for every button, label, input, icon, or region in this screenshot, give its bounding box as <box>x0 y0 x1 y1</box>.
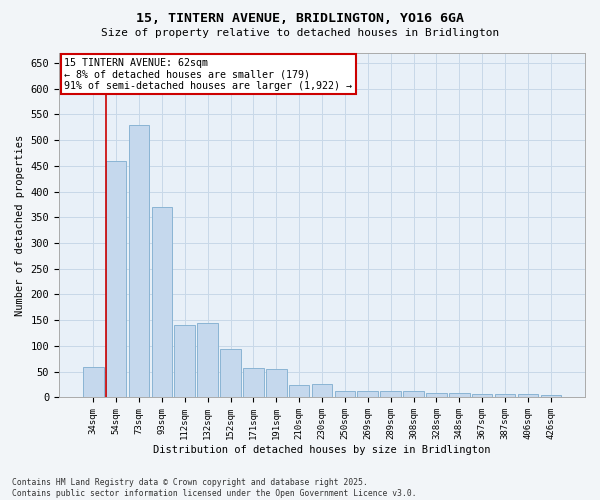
Bar <box>518 394 538 398</box>
Bar <box>152 207 172 398</box>
Bar <box>106 160 127 398</box>
Bar <box>220 348 241 398</box>
Bar <box>449 394 470 398</box>
Bar <box>380 391 401 398</box>
Bar <box>358 392 378 398</box>
X-axis label: Distribution of detached houses by size in Bridlington: Distribution of detached houses by size … <box>153 445 491 455</box>
Bar <box>495 394 515 398</box>
Text: 15, TINTERN AVENUE, BRIDLINGTON, YO16 6GA: 15, TINTERN AVENUE, BRIDLINGTON, YO16 6G… <box>136 12 464 26</box>
Bar <box>266 369 287 398</box>
Bar <box>289 384 310 398</box>
Bar <box>335 392 355 398</box>
Bar <box>243 368 263 398</box>
Y-axis label: Number of detached properties: Number of detached properties <box>15 134 25 316</box>
Bar <box>83 366 104 398</box>
Bar <box>197 323 218 398</box>
Bar <box>128 124 149 398</box>
Text: Size of property relative to detached houses in Bridlington: Size of property relative to detached ho… <box>101 28 499 38</box>
Text: Contains HM Land Registry data © Crown copyright and database right 2025.
Contai: Contains HM Land Registry data © Crown c… <box>12 478 416 498</box>
Bar <box>403 391 424 398</box>
Text: 15 TINTERN AVENUE: 62sqm
← 8% of detached houses are smaller (179)
91% of semi-d: 15 TINTERN AVENUE: 62sqm ← 8% of detache… <box>64 58 352 91</box>
Bar <box>541 395 561 398</box>
Bar <box>312 384 332 398</box>
Bar <box>175 326 195 398</box>
Bar <box>472 394 493 398</box>
Bar <box>426 394 447 398</box>
